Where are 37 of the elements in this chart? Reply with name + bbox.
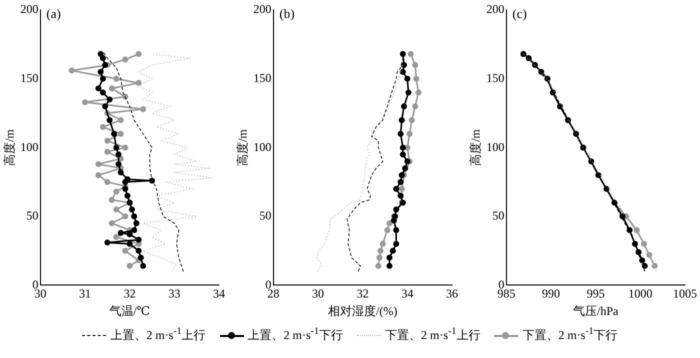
y-tick-label: 50: [26, 208, 38, 223]
x-tick-label: 31: [79, 286, 92, 301]
y-tick-label: 150: [20, 70, 38, 85]
x-axis-title: 气温/℃: [109, 304, 150, 318]
y-axis-title: 高度/m: [468, 128, 482, 166]
y-tick-label: 50: [492, 208, 504, 223]
chart-title: (c): [512, 6, 527, 21]
y-tick-label: 100: [486, 140, 504, 154]
legend-label: 上置、2 m·s$^{-1}$上行: [110, 326, 206, 342]
x-tick-label: 32: [356, 286, 369, 301]
legend-label: 下置、2 m·s$^{-1}$下行: [522, 326, 618, 342]
y-tick-label: 150: [253, 70, 272, 85]
y-axis-title: 高度/m: [2, 128, 16, 166]
chart-title: (b): [279, 6, 295, 21]
x-tick-label: 995: [586, 286, 605, 301]
x-tick-label: 990: [542, 286, 560, 301]
x-tick-label: 32: [124, 286, 136, 301]
x-tick-label: 1000: [628, 286, 652, 301]
y-tick-label: 200: [253, 2, 272, 16]
y-tick-label: 150: [486, 70, 504, 85]
y-tick-label: 100: [253, 140, 272, 154]
x-tick-label: 1005: [673, 286, 697, 301]
y-tick-label: 50: [259, 208, 272, 223]
x-tick-label: 36: [446, 286, 458, 301]
legend-label: 上置、2 m·s$^{-1}$下行: [248, 326, 343, 342]
y-tick-label: 200: [20, 2, 38, 16]
chart-title: (a): [46, 6, 61, 21]
x-tick-label: 34: [213, 286, 225, 301]
y-tick-label: 100: [20, 140, 38, 154]
y-tick-label: 200: [486, 2, 504, 16]
legend-label: 下置、2 m·s$^{-1}$上行: [385, 326, 480, 342]
x-tick-label: 30: [312, 286, 324, 301]
x-tick-label: 33: [168, 286, 180, 301]
y-axis-title: 高度/m: [235, 128, 250, 166]
x-tick-label: 34: [401, 286, 414, 301]
x-axis-title: 相对湿度/(%): [328, 304, 398, 318]
x-axis-title: 气压/hPa: [573, 304, 620, 318]
